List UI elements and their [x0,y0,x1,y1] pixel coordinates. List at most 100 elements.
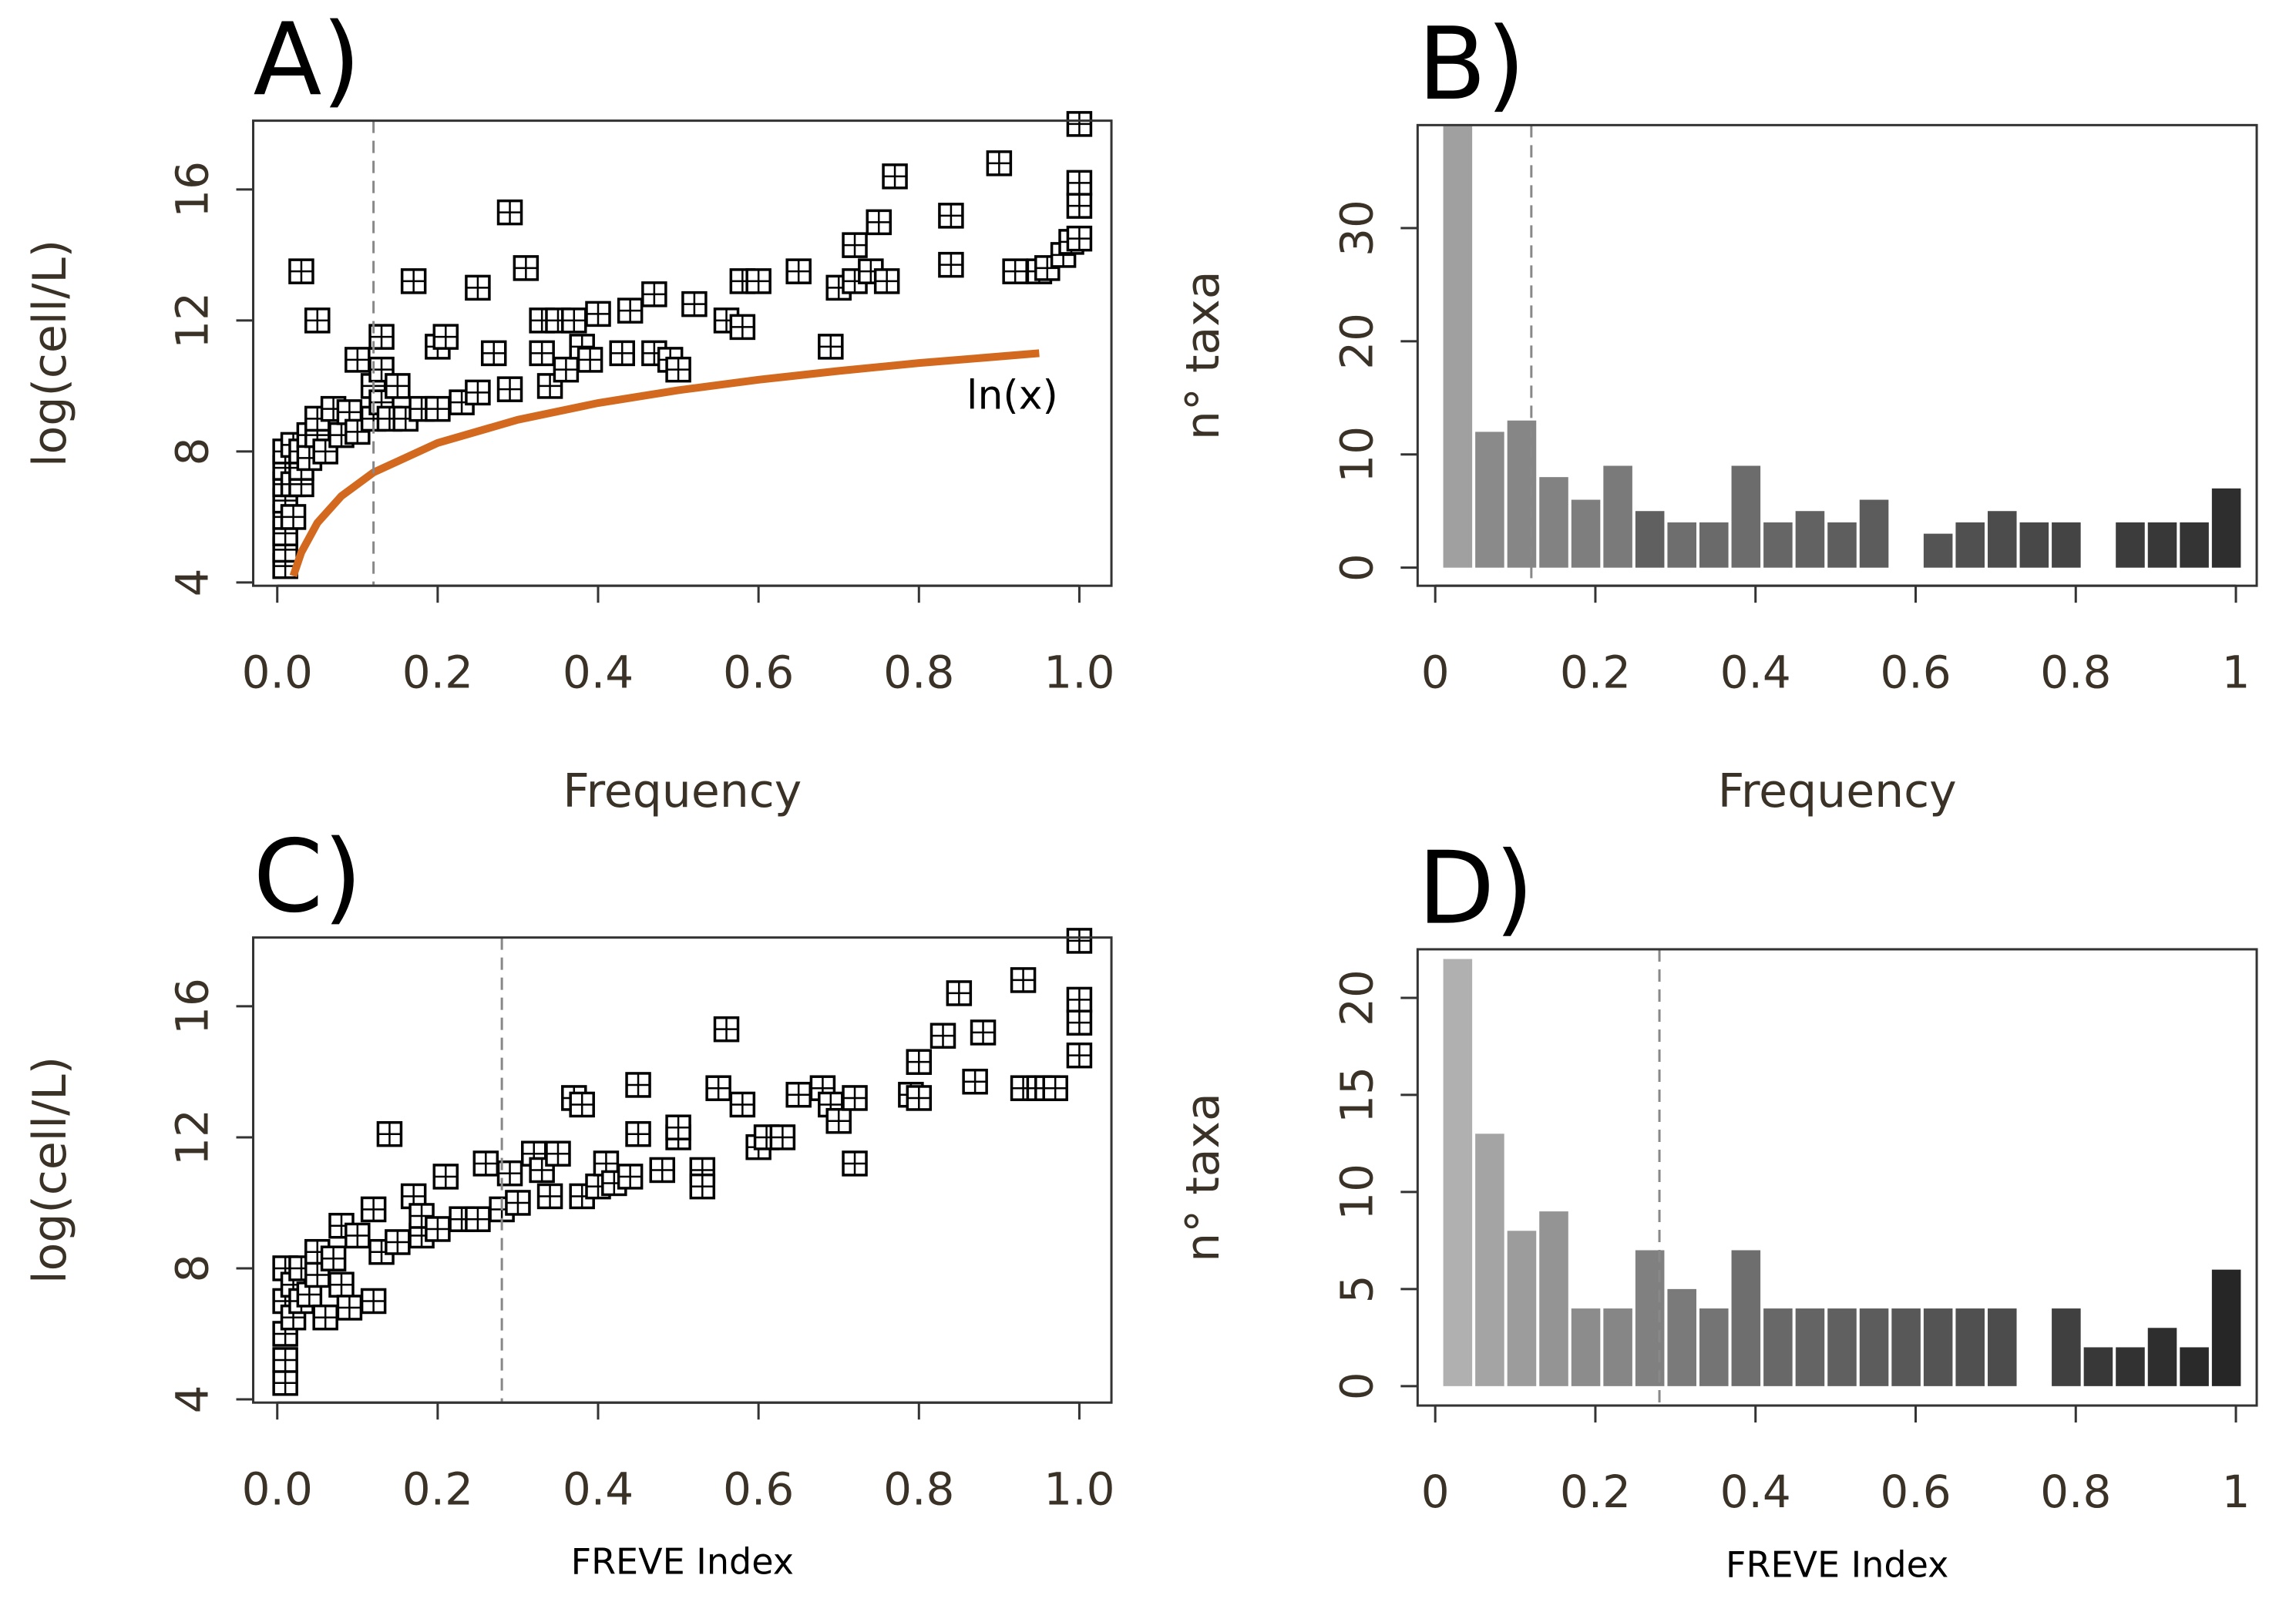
point-cross [627,1073,650,1097]
x-tick-label: 1 [2222,1466,2251,1518]
x-tick-label: 0.0 [242,646,313,698]
bar [1859,1308,1889,1386]
point-cross [530,1158,554,1182]
point [376,1120,403,1147]
point [432,324,459,350]
x-tick-label: 0.6 [1880,646,1951,698]
point-cross [1067,112,1091,136]
bar [1827,522,1857,568]
x-tick-label: 0.8 [2040,1466,2111,1518]
point-cross [425,397,449,421]
point-cross [314,1305,338,1329]
point-cross [963,1070,987,1093]
x-tick-label: 1.0 [1044,646,1114,698]
bar [2052,1308,2081,1386]
y-tick-label: 30 [1330,200,1383,257]
point-cross [338,1295,361,1319]
point-cross [971,1020,995,1044]
point-cross [1067,171,1091,195]
y-tick-label: 0 [1330,553,1383,582]
y-tick-label: 4 [166,568,219,596]
bar [1955,522,1985,568]
x-tick-label: 0.2 [1560,646,1631,698]
curve [289,349,1040,578]
bar [1475,432,1504,568]
point-cross [1067,194,1091,218]
point [425,1216,451,1242]
bar [1955,1308,1985,1386]
point [938,251,964,278]
point [368,324,395,350]
point-cross [385,374,409,398]
x-tick-label: 0.4 [563,1463,634,1515]
bar [1475,1133,1504,1386]
point-cross [907,1050,931,1074]
x-tick-label: 0.6 [1880,1466,1951,1518]
bar [2180,1347,2209,1386]
x-tick-label: 0 [1421,646,1450,698]
y-tick-label: 16 [166,161,219,218]
panel-2: C) 0.0 0.2 0.4 0.6 0.8 1.0 4 8 12 16 FREVE Index log… [23,818,1114,1582]
point-cross [370,325,394,349]
point [842,1085,868,1111]
panel-label: D) [1417,830,1534,947]
point-cross [466,276,489,300]
point-cross [361,1197,385,1221]
point-cross [747,269,771,293]
y-tick-label: 10 [1330,1164,1383,1221]
bar [1443,959,1473,1386]
point-cross [546,1142,570,1166]
point-cross [867,210,891,234]
point [425,395,451,422]
point [505,1190,531,1216]
point-cross [482,341,506,365]
point [272,1369,298,1396]
point-cross [731,315,755,339]
bar [1827,1308,1857,1386]
point [986,150,1013,176]
bar [1603,1308,1632,1386]
x-axis-label: Frequency [563,764,802,818]
point [641,281,667,307]
point-cross [714,1017,738,1041]
point [345,347,371,373]
point-cross [281,505,305,529]
point [400,268,427,294]
x-tick-label: 0.6 [723,646,794,698]
point [553,356,580,383]
point [625,1120,651,1147]
x-tick-label: 0.4 [563,646,634,698]
bar [1667,1288,1697,1386]
bar [2147,522,2177,568]
point [529,340,555,367]
point [1066,193,1093,219]
point [681,291,708,317]
point-cross [385,1230,409,1254]
point [929,1023,956,1049]
bar [2147,1328,2177,1386]
point [617,1164,644,1190]
point-cross [1067,988,1091,1012]
point-cross [907,1086,931,1110]
x-axis-label: Frequency [1718,764,1957,818]
plot-frame [252,119,1113,587]
point-cross [314,439,338,463]
bar [1571,499,1601,568]
point-cross [530,341,554,365]
bar [2083,1347,2113,1386]
y-axis-label: n° taxa [1176,1093,1230,1262]
point [617,297,644,324]
x-tick-label: 0.8 [2040,646,2111,698]
point [385,373,411,399]
bar [1923,533,1953,568]
point [561,307,587,334]
point [577,347,603,373]
point-cross [1044,1076,1067,1100]
point [513,255,540,281]
point [496,376,523,402]
bar [1731,465,1761,568]
point [312,438,338,465]
y-tick-label: 15 [1330,1066,1383,1123]
